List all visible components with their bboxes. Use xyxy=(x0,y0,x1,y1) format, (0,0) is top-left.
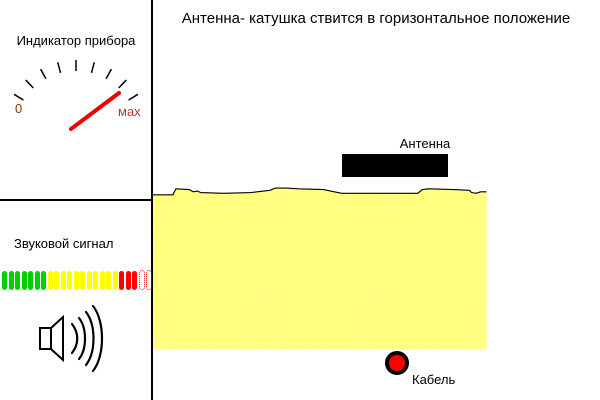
led-segment-red xyxy=(125,270,131,290)
ground-fill xyxy=(152,188,487,350)
ground-terrain xyxy=(152,187,487,350)
led-segment-green xyxy=(34,270,40,290)
gauge-tick xyxy=(118,79,127,89)
led-segment-red xyxy=(132,270,137,290)
led-segment-green xyxy=(28,270,33,290)
panel-divider-vertical xyxy=(151,0,153,400)
gauge-needle-icon xyxy=(69,91,121,131)
led-segment-yellow xyxy=(112,270,118,290)
led-segment-green xyxy=(21,270,27,290)
panel-divider-horizontal xyxy=(0,199,152,201)
cable-marker xyxy=(385,351,409,375)
led-segment-yellow xyxy=(93,270,98,290)
led-segment-yellow xyxy=(80,270,85,290)
antenna-bar xyxy=(342,154,448,177)
indicator-panel-title: Индикатор прибора xyxy=(16,33,136,48)
led-segment-yellow xyxy=(47,270,53,290)
led-segment-off xyxy=(138,270,145,290)
led-segment-off xyxy=(146,270,152,290)
ground-surface-line xyxy=(152,187,487,196)
signal-level-bar xyxy=(2,270,152,290)
led-segment-yellow xyxy=(99,270,105,290)
led-segment-yellow xyxy=(106,270,111,290)
led-segment-yellow xyxy=(73,270,79,290)
sound-panel-title: Звуковой сигнал xyxy=(14,236,114,251)
speaker-icon xyxy=(39,304,103,373)
led-segment-green xyxy=(2,270,7,290)
cable-label: Кабель xyxy=(412,372,456,387)
led-segment-green xyxy=(15,270,20,290)
gauge-tick xyxy=(13,93,24,101)
led-segment-yellow xyxy=(54,270,59,290)
gauge-max-label: мах xyxy=(118,104,141,119)
antenna-label: Антенна xyxy=(399,136,451,151)
led-segment-yellow xyxy=(86,270,92,290)
led-segment-yellow xyxy=(60,270,66,290)
led-segment-green xyxy=(41,270,46,290)
gauge-tick xyxy=(39,68,47,80)
gauge-dial xyxy=(13,60,139,131)
led-segment-red xyxy=(119,270,124,290)
gauge-tick xyxy=(90,62,96,74)
gauge-tick xyxy=(105,68,113,80)
led-segment-green xyxy=(8,270,14,290)
scene-title: Антенна- катушка ствится в горизонтально… xyxy=(181,10,571,27)
gauge-tick-marks xyxy=(13,60,139,101)
led-segment-yellow xyxy=(67,270,72,290)
gauge-min-label: 0 xyxy=(15,101,23,116)
gauge-tick xyxy=(56,62,62,74)
gauge-tick xyxy=(128,93,139,101)
gauge-tick xyxy=(25,79,34,89)
